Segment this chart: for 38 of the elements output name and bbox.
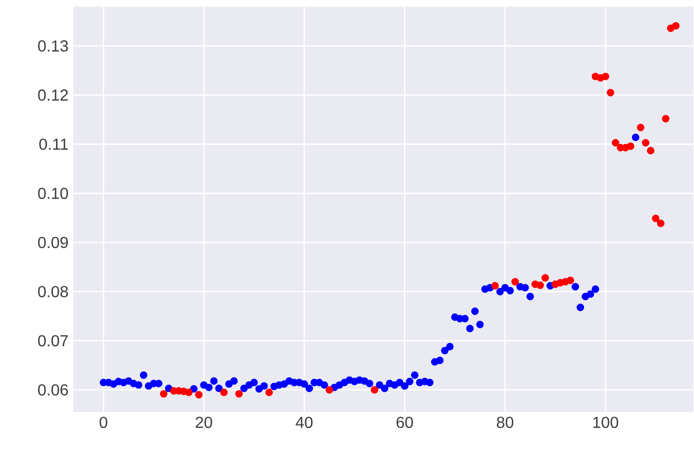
- point: [235, 390, 243, 398]
- point: [195, 391, 203, 399]
- point: [652, 214, 660, 222]
- point: [656, 220, 664, 228]
- point: [265, 388, 273, 396]
- x-tick-label: 100: [593, 416, 618, 428]
- point: [566, 276, 574, 284]
- y-tick-label: 0.13: [38, 40, 68, 52]
- point: [326, 386, 334, 394]
- point: [642, 139, 650, 146]
- y-tick-label: 0.07: [38, 335, 68, 346]
- y-tick-label: 0.06: [38, 384, 68, 396]
- x-tick-label: 0: [100, 416, 108, 428]
- point: [536, 281, 544, 289]
- point: [220, 388, 228, 396]
- point: [636, 124, 644, 132]
- point: [541, 274, 549, 282]
- y-tick-label: 0.12: [38, 89, 68, 101]
- point: [160, 390, 168, 398]
- x-tick-label: 20: [196, 416, 212, 428]
- y-tick-label: 0.10: [38, 188, 68, 200]
- point: [606, 88, 614, 96]
- point: [491, 282, 499, 290]
- y-tick-label: 0.09: [38, 236, 68, 248]
- point: [612, 139, 620, 146]
- point: [662, 114, 670, 122]
- y-tick-label: 0.08: [38, 286, 68, 298]
- x-tick-label: 80: [496, 416, 514, 428]
- point: [672, 22, 680, 30]
- point: [511, 278, 519, 286]
- point: [646, 146, 654, 154]
- y-tick-label: 0.11: [39, 138, 68, 150]
- point: [602, 72, 610, 80]
- point: [370, 386, 378, 394]
- x-tick-label: 60: [396, 416, 413, 428]
- point: [185, 388, 193, 396]
- x-tick-label: 40: [296, 416, 313, 428]
- point: [626, 142, 634, 150]
